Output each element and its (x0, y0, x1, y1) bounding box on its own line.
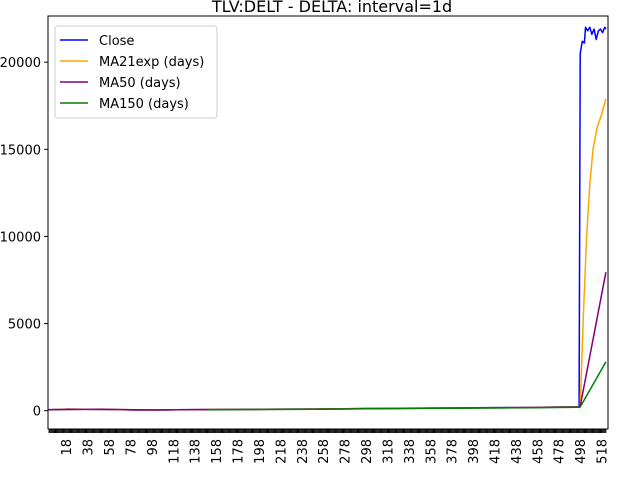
legend-label: Close (99, 34, 134, 49)
x-tick-label: 118 (167, 439, 182, 464)
x-tick-label: 378 (446, 439, 461, 464)
y-axis: 0 5000 10000 15000 20000 (0, 56, 48, 420)
y-tick-label: 10000 (0, 230, 41, 245)
x-tick-label: 398 (467, 439, 482, 464)
legend: Close MA21exp (days) MA50 (days) MA150 (day… (54, 25, 218, 119)
y-tick-label: 20000 (0, 56, 41, 71)
plot-border (47, 15, 609, 430)
x-tick-label: 258 (317, 439, 332, 464)
x-tick-label: 98 (146, 439, 161, 456)
x-tick-label: 18 (60, 439, 75, 456)
legend-label: MA21exp (days) (99, 55, 204, 70)
legend-label: MA50 (days) (99, 76, 181, 91)
x-tick-label: 218 (274, 439, 289, 464)
legend-box (54, 25, 218, 119)
x-tick-label: 278 (339, 439, 354, 464)
x-tick-label: 478 (553, 439, 568, 464)
x-tick-label: 458 (531, 439, 546, 464)
x-tick-label: 38 (82, 439, 97, 456)
x-tick-label: 238 (296, 439, 311, 464)
series-line-3 (207, 361, 607, 411)
y-tick-label: 15000 (0, 143, 41, 158)
x-tick-label: 418 (489, 439, 504, 464)
x-tick-label: 138 (189, 439, 204, 464)
x-axis: 18 38 58 78 98 118 138 158 178 198 218 238 258 278 298… (48, 429, 611, 464)
x-tick-label: 518 (596, 439, 611, 464)
x-tick-label: 298 (360, 439, 375, 464)
x-tick-label: 78 (124, 439, 139, 456)
x-tick-label: 318 (381, 439, 396, 464)
y-tick-label: 0 (33, 405, 41, 420)
x-tick-label: 158 (210, 439, 225, 464)
y-tick-label: 5000 (8, 318, 41, 333)
series-layer (47, 26, 607, 411)
legend-label: MA150 (days) (99, 97, 189, 112)
x-tick-label: 438 (510, 439, 525, 464)
x-tick-label: 358 (424, 439, 439, 464)
x-tick-label: 498 (574, 439, 589, 464)
x-tick-label: 178 (232, 439, 247, 464)
x-tick-label: 58 (103, 439, 118, 456)
x-tick-label: 198 (253, 439, 268, 464)
chart-title: TLV:DELT - DELTA: interval=1d (211, 0, 452, 16)
x-tick-label: 338 (403, 439, 418, 464)
